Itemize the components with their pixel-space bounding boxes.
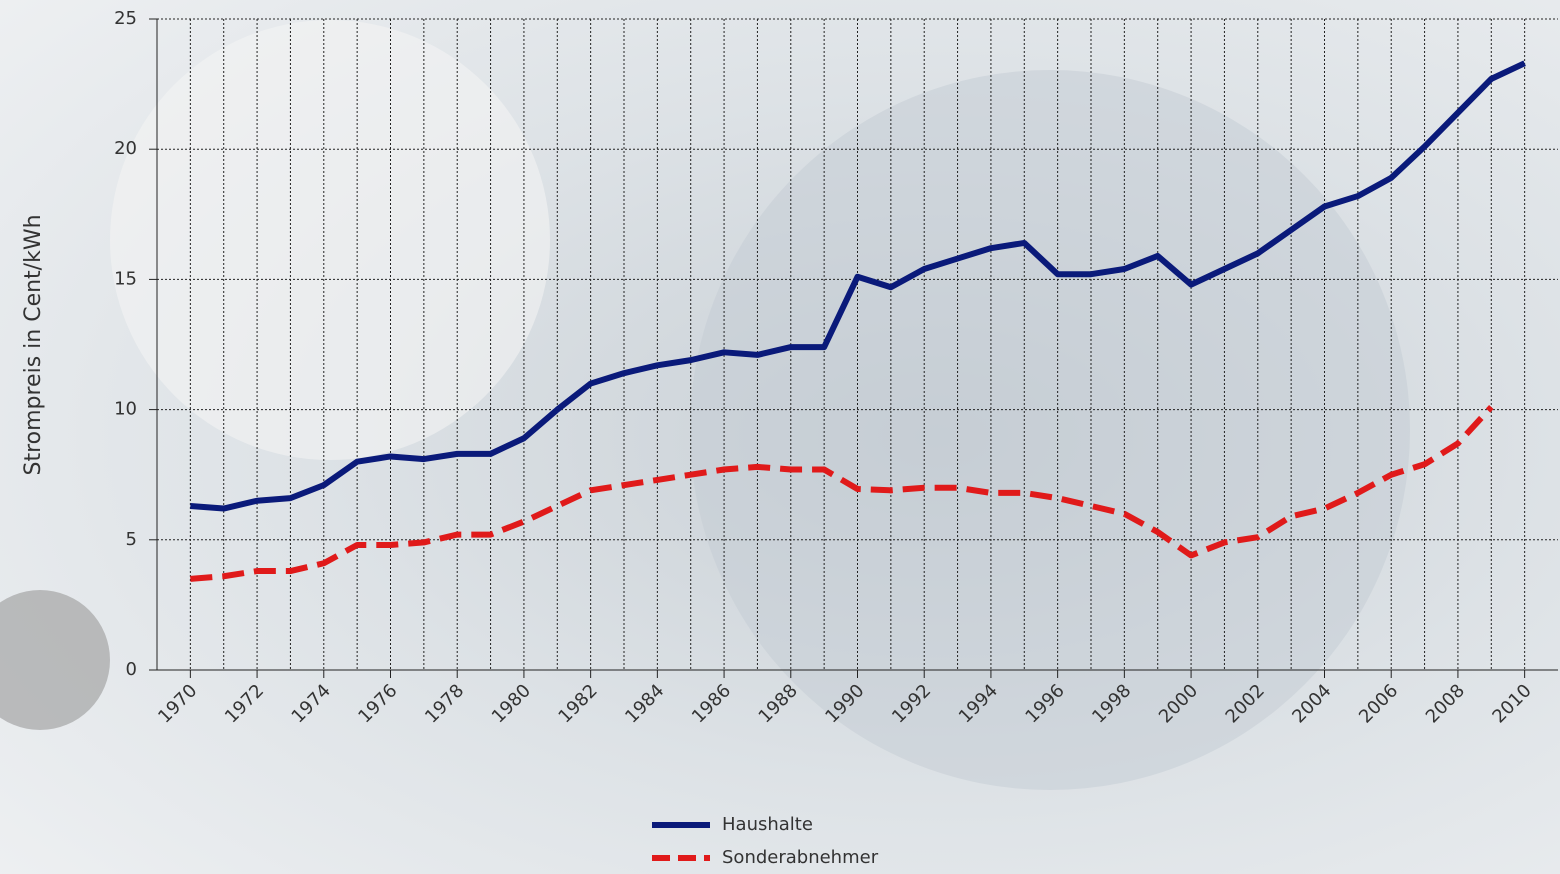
legend-label: Sonderabnehmer (722, 847, 879, 868)
chart: Strompreis in Cent/kWh 05101520251970197… (0, 0, 1560, 874)
bg-shape (110, 20, 550, 460)
legend-label: Haushalte (722, 814, 813, 835)
y-tick-label: 5 (126, 529, 137, 550)
y-axis-label: Strompreis in Cent/kWh (21, 214, 46, 475)
y-tick-label: 15 (114, 268, 137, 289)
y-tick-label: 10 (114, 399, 137, 420)
y-tick-label: 20 (114, 138, 137, 159)
y-tick-label: 25 (114, 8, 137, 29)
y-tick-label: 0 (126, 659, 137, 680)
bg-shape (690, 70, 1410, 790)
